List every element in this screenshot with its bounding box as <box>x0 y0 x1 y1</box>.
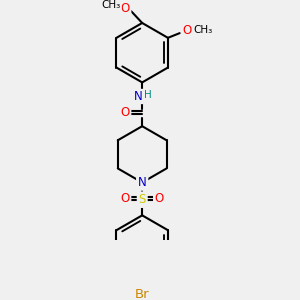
Text: O: O <box>120 192 130 205</box>
Text: O: O <box>155 192 164 205</box>
Text: N: N <box>138 176 147 189</box>
Text: O: O <box>183 23 192 37</box>
Text: O: O <box>120 106 130 118</box>
Text: H: H <box>144 90 152 100</box>
Text: CH₃: CH₃ <box>101 0 121 10</box>
Text: CH₃: CH₃ <box>194 25 213 35</box>
Text: N: N <box>134 90 142 103</box>
Text: S: S <box>139 193 146 206</box>
Text: Br: Br <box>135 288 149 300</box>
Text: O: O <box>120 2 130 15</box>
